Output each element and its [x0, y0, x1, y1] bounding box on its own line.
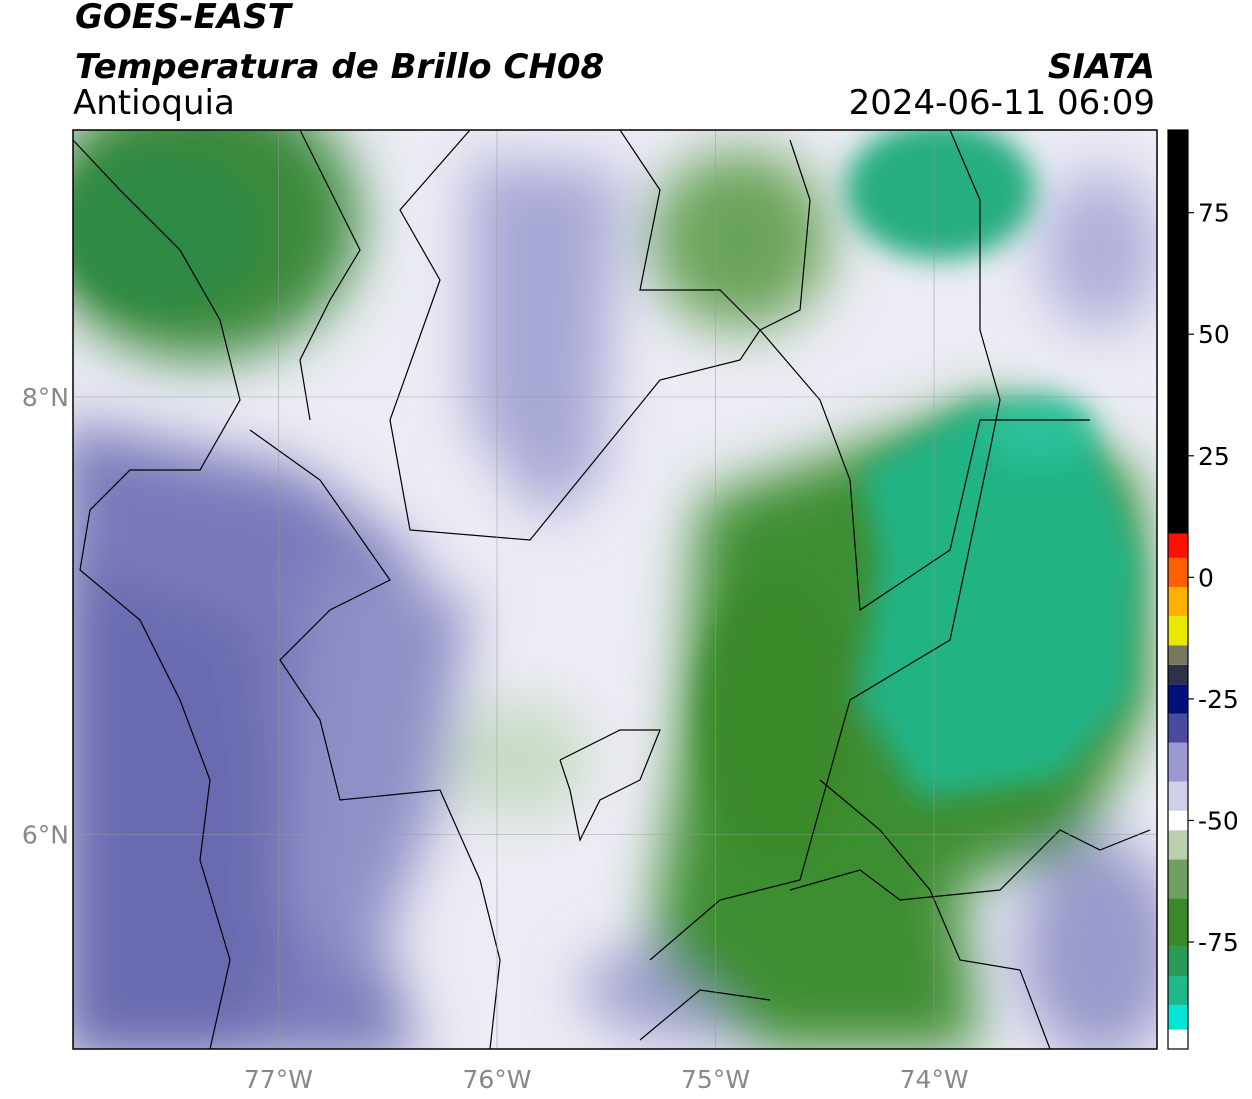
colorbar-segment — [1168, 1005, 1188, 1030]
colorbar-frame — [1167, 129, 1189, 1050]
y-tick-label: 8°N — [22, 383, 69, 412]
colorbar-segment — [1168, 533, 1188, 558]
colorbar-segment — [1168, 664, 1188, 685]
x-tick-label: 74°W — [900, 1065, 969, 1094]
colorbar-segment — [1168, 946, 1188, 977]
colorbar-segment — [1168, 742, 1188, 782]
colorbar-segment — [1168, 1029, 1188, 1049]
colorbar-segment — [1168, 645, 1188, 665]
x-tick-label: 77°W — [244, 1065, 313, 1094]
colorbar-tick-label: -25 — [1198, 685, 1239, 714]
colorbar-segment — [1168, 684, 1188, 714]
colorbar-segment — [1168, 898, 1188, 947]
colorbar-tick-label: -75 — [1198, 928, 1239, 957]
x-tick-label: 76°W — [462, 1065, 531, 1094]
timestamp: 2024-06-11 06:09 — [849, 83, 1155, 123]
colorbar-segment — [1168, 976, 1188, 1006]
source: SIATA — [1048, 47, 1155, 87]
colorbar-segment — [1168, 810, 1188, 831]
x-tick-label: 75°W — [681, 1065, 750, 1094]
title: GOES-EAST — [75, 0, 294, 37]
colorbar-segment — [1168, 130, 1188, 534]
satellite-image — [73, 130, 1157, 1049]
colorbar-tick-label: 0 — [1198, 563, 1214, 592]
colorbar-segment — [1168, 587, 1188, 617]
colorbar-segment — [1168, 557, 1188, 588]
colorbar-tick-label: 25 — [1198, 442, 1230, 471]
colorbar: -75 -50 -25 0 25 50 75 — [1168, 130, 1239, 1049]
grid: 77°W 76°W 75°W 74°W 6°N 8°N — [22, 130, 1157, 1094]
colorbar-segment — [1168, 781, 1188, 811]
colorbar-segment — [1168, 830, 1188, 860]
map-frame — [72, 129, 1158, 1050]
colorbar-tick-label: -50 — [1198, 806, 1239, 835]
y-tick-label: 6°N — [22, 821, 69, 850]
region: Antioquia — [73, 83, 235, 123]
colorbar-tick-label: 75 — [1198, 199, 1230, 228]
colorbar-segment — [1168, 616, 1188, 646]
colorbar-segment — [1168, 713, 1188, 743]
colorbar-tick-label: 50 — [1198, 320, 1230, 349]
subtitle: Temperatura de Brillo CH08 — [75, 47, 604, 87]
colorbar-segment — [1168, 859, 1188, 899]
